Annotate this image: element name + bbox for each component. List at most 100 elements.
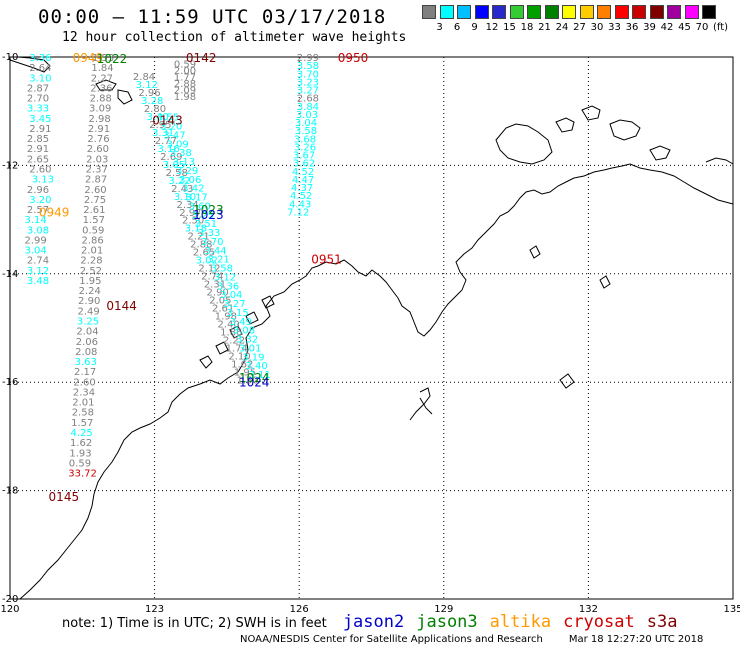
- coastline-segment: [117, 89, 133, 105]
- swh-value-track: 2.90: [78, 296, 100, 307]
- swh-value-track: 4.43: [289, 199, 311, 210]
- map-subtitle: 12 hour collection of altimeter wave hei…: [62, 30, 407, 45]
- legend-swatch: [632, 5, 646, 19]
- swh-value-jason: 2.74: [201, 272, 223, 283]
- legend-swatch: [702, 5, 716, 19]
- legend-swatch: [667, 5, 681, 19]
- swh-value-jason: 3.12: [136, 80, 158, 91]
- coastline-segment: [215, 341, 229, 355]
- longitude-label: 120: [0, 604, 19, 615]
- swh-value-track: 4.37: [291, 183, 313, 194]
- legend-swatch: [457, 5, 471, 19]
- swh-value-track: 0.59: [69, 458, 91, 469]
- swh-value-jason: 3.15: [226, 308, 248, 319]
- swh-value-track: 2.87: [85, 175, 107, 186]
- latitude-label: -14: [2, 269, 18, 280]
- swh-value-jason: 3.32: [236, 335, 258, 346]
- swh-value-cryosat: 2.64: [29, 63, 51, 74]
- coastline-segment: [609, 119, 641, 141]
- swh-value-cryosat: 3.36: [29, 53, 51, 64]
- swh-value-jason: 2.84: [133, 72, 155, 83]
- swh-value-track: 2.60: [84, 185, 106, 196]
- credit-text: NOAA/NESDIS Center for Satellite Applica…: [240, 634, 543, 645]
- swh-value-cryosat: 2.87: [27, 83, 49, 94]
- pass-time: 1024: [239, 376, 270, 390]
- swh-value-cryosat: 2.65: [27, 154, 49, 165]
- swh-value-track: 2.88: [90, 94, 112, 105]
- swh-value-jason: 3.20: [160, 121, 182, 132]
- swh-value-jason: 3.29: [176, 166, 198, 177]
- swh-value-jason: 1.74: [226, 344, 248, 355]
- swh-value-track: 2.98: [88, 114, 110, 125]
- legend-label: 70: [695, 22, 709, 33]
- swh-value-jason: 3.08: [233, 326, 255, 337]
- swh-value-jason: 3.44: [204, 246, 226, 257]
- swh-value-track: 2.61: [83, 205, 105, 216]
- swh-value-jason: 2.21: [187, 232, 209, 243]
- legend-label: 6: [453, 22, 461, 33]
- swh-value-track: 3.84: [297, 102, 319, 113]
- swh-value-jason: 3.01: [239, 343, 261, 354]
- swh-value-cryosat: 2.99: [24, 235, 46, 246]
- pass-time: 0949: [73, 51, 104, 65]
- swh-value-jason: 2.58: [166, 168, 188, 179]
- swh-value-track: 3.67: [293, 151, 315, 162]
- legend-label: 36: [625, 22, 639, 33]
- swh-value-jason: 2.88: [190, 240, 212, 251]
- swh-value-jason: 3.21: [208, 255, 230, 266]
- axis-labels: 120 123 126 129 132 135 -10 -12 -14 -16 -18 -20: [0, 52, 740, 615]
- swh-value-track: 3.09: [89, 104, 111, 115]
- swh-value-track: 1.62: [70, 438, 92, 449]
- swh-value-track: 1.53: [92, 53, 114, 64]
- lat-lon-grid: [10, 57, 733, 599]
- map-frame: [9, 56, 734, 600]
- swh-value-track: 2.27: [91, 73, 113, 84]
- longitude-label: 129: [434, 604, 453, 615]
- pass-time: 0143: [152, 113, 183, 127]
- swh-value-track: 2.76: [87, 134, 109, 145]
- swh-value-cryosat: 3.04: [24, 246, 46, 257]
- swh-value-track: 2.01: [72, 398, 94, 409]
- swh-value-jason: 3.49: [230, 317, 252, 328]
- swh-value-cryosat: 3.08: [27, 225, 49, 236]
- longitude-label: 135: [723, 604, 740, 615]
- legend-swatch: [597, 5, 611, 19]
- altimeter-observations: 3.362.643.102.872.703.333.452.912.852.91…: [24, 53, 319, 480]
- satellite-name: jason2: [342, 612, 405, 632]
- swh-value-track: 0.59: [82, 225, 104, 236]
- legend-label: 21: [538, 22, 551, 33]
- swh-value-track: 2.28: [80, 256, 102, 267]
- credit-line: NOAA/NESDIS Center for Satellite Applica…: [240, 634, 703, 645]
- swh-value-track: 3.58: [297, 61, 319, 72]
- coastline-segment: [19, 371, 239, 600]
- coastline-segment: [705, 157, 734, 165]
- pass-time: 0145: [49, 490, 80, 504]
- pass-time: 0950: [338, 51, 369, 65]
- swh-value-track: 3.03: [296, 110, 318, 121]
- swh-value-jason: 3.09: [166, 139, 188, 150]
- note-text: note: 1) Time is in UTC; 2) SWH is in fe…: [62, 616, 327, 631]
- swh-value-track: 3.27: [297, 86, 319, 97]
- latitude-label: -20: [2, 594, 18, 605]
- pass-time: 1023: [193, 208, 224, 222]
- legend-label: 18: [520, 22, 534, 33]
- legend-label: 9: [471, 22, 478, 33]
- swh-value-track: 2.36: [90, 83, 112, 94]
- swh-value-jason: 3.04: [220, 290, 242, 301]
- swh-value-track: 33.72: [68, 469, 97, 480]
- legend-label: 12: [485, 22, 499, 33]
- swh-value-jason: 3.55: [157, 113, 179, 124]
- legend-swatch: [492, 5, 506, 19]
- coastline-segment: [629, 163, 734, 205]
- coastline-segment: [409, 387, 431, 421]
- swh-value-track: 2.01: [81, 246, 103, 257]
- swh-value-cryosat: 2.70: [27, 94, 49, 105]
- swh-value-jason: 2.43: [171, 184, 193, 195]
- coastline-segment: [229, 325, 243, 339]
- swh-value-jason: 2.34: [177, 200, 199, 211]
- swh-value-jason: 1.62: [231, 360, 253, 371]
- swh-value-jason: 3.12: [214, 272, 236, 283]
- pass-time: 1024: [239, 371, 270, 385]
- swh-value-jason: 2.80: [144, 104, 166, 115]
